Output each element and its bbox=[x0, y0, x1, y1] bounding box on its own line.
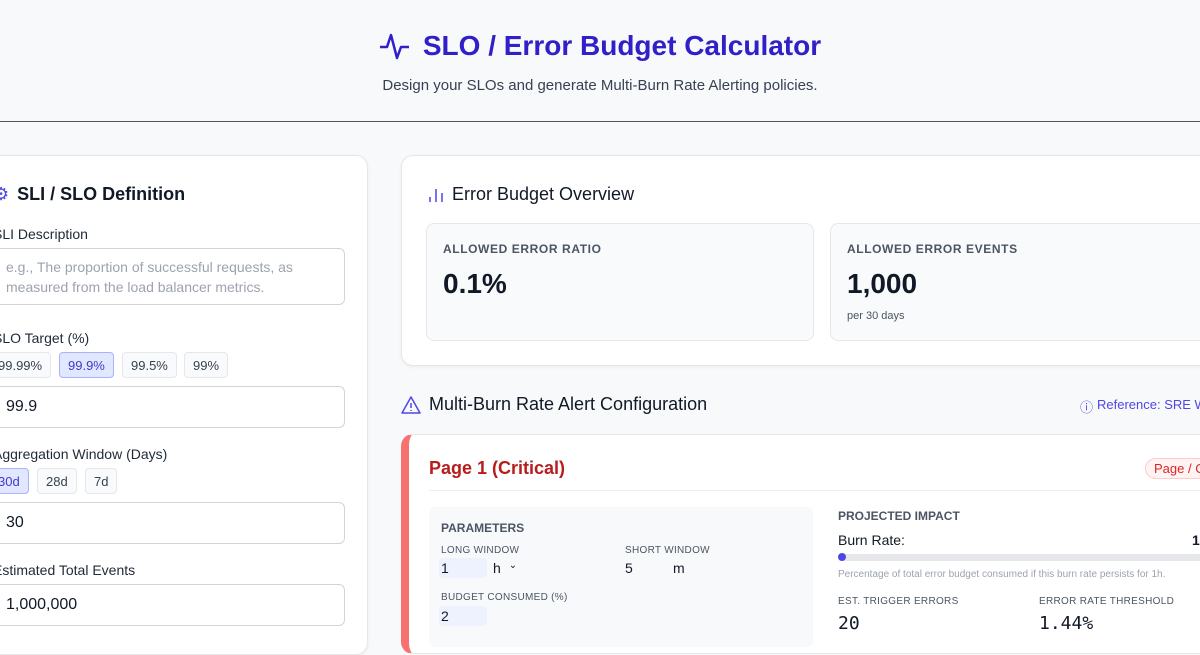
preset-99.5[interactable]: 99.5% bbox=[122, 352, 177, 378]
severity-badge: Page / C bbox=[1145, 458, 1200, 479]
chevron-down-icon: ⌄ bbox=[508, 560, 518, 571]
alert-card-title: Page 1 (Critical) bbox=[429, 458, 566, 478]
burn-rate-fill bbox=[838, 553, 846, 561]
long-unit: h bbox=[493, 560, 501, 576]
preset-30d[interactable]: 30d bbox=[0, 468, 29, 494]
preset-99.99[interactable]: 99.99% bbox=[0, 352, 52, 378]
preset-99.9[interactable]: 99.9% bbox=[59, 352, 114, 378]
long-window-label: LONG WINDOW bbox=[441, 545, 520, 556]
trigger-errors-label: EST. TRIGGER ERRORS bbox=[838, 596, 959, 607]
budget-consumed-label: BUDGET CONSUMED (%) bbox=[441, 592, 568, 603]
parameters-panel: PARAMETERS LONG WINDOW 1 h ⌄ SHORT WINDOW… bbox=[429, 507, 813, 647]
preset-28d[interactable]: 28d bbox=[37, 468, 77, 494]
ratio-value: 0.1% bbox=[443, 268, 507, 299]
allowed-error-events-box: ALLOWED ERROR EVENTS 1,000 per 30 days bbox=[830, 223, 1200, 341]
alert-card-page-1: Page 1 (Critical) Page / C PARAMETERS LO… bbox=[401, 434, 1200, 654]
slo-target-label: SLO Target (%) bbox=[0, 330, 90, 346]
total-events-input[interactable]: 1,000,000 bbox=[0, 584, 345, 626]
burn-rate-label: Burn Rate: bbox=[838, 532, 905, 548]
alert-config-heading: Multi-Burn Rate Alert Configuration bbox=[401, 394, 707, 415]
allowed-error-ratio-box: ALLOWED ERROR RATIO 0.1% bbox=[426, 223, 814, 341]
overview-title: Error Budget Overview bbox=[452, 184, 635, 204]
slo-target-input[interactable]: 99.9 bbox=[0, 386, 345, 428]
card-divider bbox=[429, 490, 1200, 491]
long-window-input[interactable]: 1 bbox=[439, 558, 487, 578]
alert-config-title: Multi-Burn Rate Alert Configuration bbox=[429, 394, 708, 414]
parameters-title: PARAMETERS bbox=[441, 521, 525, 535]
short-window-label: SHORT WINDOW bbox=[625, 545, 710, 556]
gear-icon: ⚙ bbox=[0, 184, 10, 204]
budget-consumed-input[interactable]: 2 bbox=[439, 606, 487, 626]
overview-heading: Error Budget Overview bbox=[428, 184, 634, 205]
page-subtitle: Design your SLOs and generate Multi-Burn… bbox=[382, 77, 818, 94]
header-divider bbox=[0, 121, 1200, 122]
info-icon: ⓘ bbox=[1080, 400, 1094, 415]
sli-label: SLI Description bbox=[0, 226, 88, 242]
definition-heading: ⚙ SLI / SLO Definition bbox=[0, 184, 185, 205]
warning-icon bbox=[401, 395, 421, 414]
sli-slo-definition-card: ⚙ SLI / SLO Definition SLI Description e… bbox=[0, 155, 368, 655]
long-window-unit-select[interactable]: h ⌄ bbox=[493, 560, 517, 576]
short-unit: m bbox=[673, 560, 685, 576]
reference-text: Reference: SRE Wo bbox=[1097, 397, 1200, 412]
threshold-value: 1.44% bbox=[1039, 613, 1094, 634]
window-input[interactable]: 30 bbox=[0, 502, 345, 544]
title-text: SLO / Error Budget Calculator bbox=[422, 30, 822, 61]
burn-rate-note: Percentage of total error budget consume… bbox=[838, 569, 1166, 580]
burn-rate-bar bbox=[838, 553, 1200, 561]
preset-99[interactable]: 99% bbox=[184, 352, 229, 378]
trigger-errors-value: 20 bbox=[838, 613, 860, 634]
threshold-label: ERROR RATE THRESHOLD bbox=[1039, 596, 1175, 607]
page-title: SLO / Error Budget Calculator bbox=[0, 30, 1200, 62]
burn-rate-value: 1 bbox=[1192, 532, 1200, 548]
preset-7d[interactable]: 7d bbox=[85, 468, 118, 494]
impact-title: PROJECTED IMPACT bbox=[838, 509, 960, 523]
events-metric-value: 1,000 bbox=[847, 268, 918, 299]
short-window-input[interactable]: 5 bbox=[625, 560, 633, 576]
activity-icon bbox=[379, 33, 409, 60]
ratio-label: ALLOWED ERROR RATIO bbox=[443, 242, 602, 256]
window-label: Aggregation Window (Days) bbox=[0, 446, 168, 462]
sli-description-textarea[interactable]: e.g., The proportion of successful reque… bbox=[0, 248, 345, 305]
error-budget-overview-card: Error Budget Overview ALLOWED ERROR RATI… bbox=[401, 155, 1200, 366]
events-metric-label: ALLOWED ERROR EVENTS bbox=[847, 242, 1018, 256]
bar-chart-icon bbox=[429, 188, 443, 202]
events-metric-sub: per 30 days bbox=[847, 310, 905, 322]
events-label: Estimated Total Events bbox=[0, 562, 136, 578]
definition-title: SLI / SLO Definition bbox=[17, 184, 186, 204]
